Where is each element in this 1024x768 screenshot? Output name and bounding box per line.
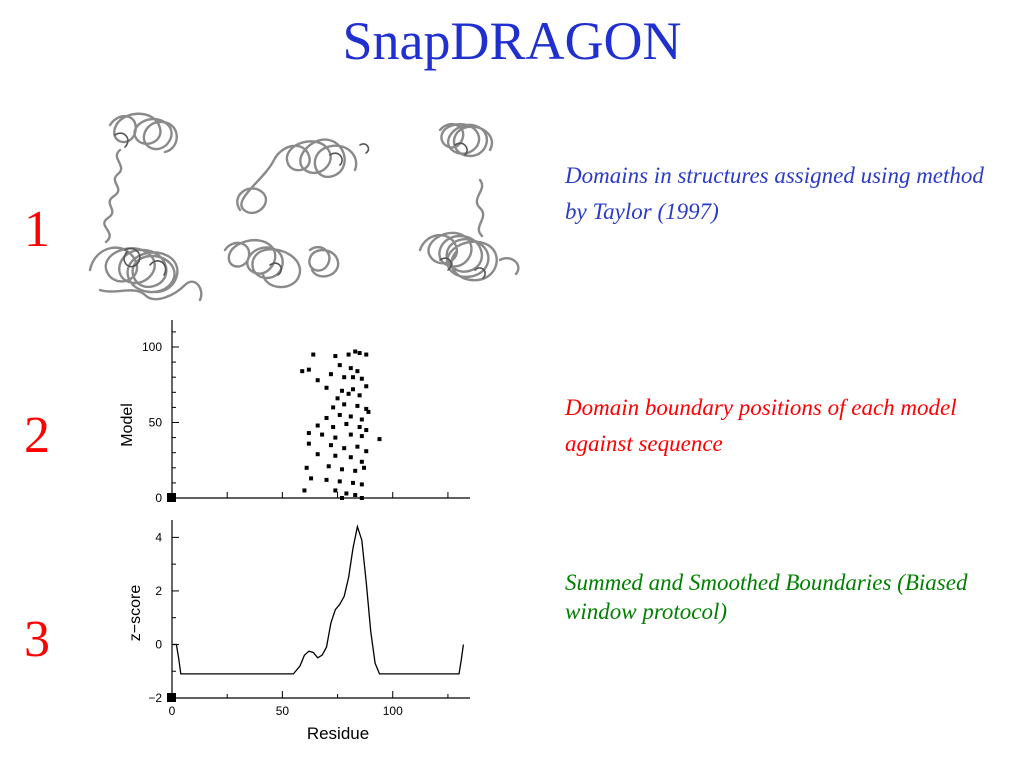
scatter-point — [353, 349, 358, 354]
scatter-point — [337, 412, 342, 417]
scatter-point — [342, 375, 347, 380]
scatter-point — [355, 369, 360, 374]
scatter-point — [348, 414, 353, 419]
scatter-point — [359, 417, 364, 422]
scatter-point — [339, 496, 344, 500]
scatter-point — [364, 406, 369, 411]
panel-number-2: 2 — [24, 407, 50, 464]
scatter-point — [359, 482, 364, 487]
scatter-point — [315, 378, 320, 383]
scatter-point — [362, 465, 367, 470]
scatter-point — [309, 476, 314, 481]
scatter-point — [333, 488, 338, 493]
protein-structures-image — [88, 112, 520, 302]
scatter-point — [333, 435, 338, 440]
scatter-point — [315, 423, 320, 428]
line-y-tick-label: 4 — [155, 530, 162, 544]
panel-number-1: 1 — [24, 201, 50, 258]
scatter-point — [302, 488, 307, 493]
scatter-point — [328, 372, 333, 377]
scatter-point — [346, 352, 351, 357]
scatter-point — [355, 403, 360, 408]
scatter-point — [306, 367, 311, 372]
zscore-series-line — [172, 524, 465, 675]
line-x-tick-label: 50 — [276, 704, 290, 718]
scatter-point — [344, 422, 349, 427]
scatter-point — [366, 409, 371, 414]
zscore-line-chart: z−score Residue −2 0 2 4 0 50 100 — [127, 520, 470, 743]
scatter-point — [357, 425, 362, 430]
scatter-point — [342, 402, 347, 407]
scatter-point — [326, 464, 331, 469]
scatter-point — [351, 387, 356, 392]
scatter-point — [359, 496, 364, 500]
line-x-tick-label: 100 — [383, 704, 403, 718]
scatter-point — [333, 453, 338, 458]
boundary-scatter-chart: Model 0 50 100 — [119, 320, 470, 505]
scatter-point — [324, 477, 329, 482]
scatter-point — [315, 452, 320, 457]
scatter-point — [364, 352, 369, 357]
line-y-tick-label: −2 — [148, 691, 162, 705]
scatter-point — [300, 369, 305, 374]
scatter-y-tick-label: 50 — [149, 416, 163, 430]
scatter-point — [304, 465, 309, 470]
scatter-point — [357, 393, 362, 398]
scatter-point — [333, 354, 338, 359]
scatter-point — [348, 366, 353, 371]
scatter-point — [344, 491, 349, 496]
scatter-point — [331, 405, 336, 410]
caption-boundaries: Domain boundary positions of each model … — [565, 395, 957, 456]
scatter-point — [353, 492, 358, 497]
scatter-point — [364, 428, 369, 433]
slide-title: SnapDRAGON — [342, 11, 682, 71]
scatter-point — [357, 351, 362, 356]
scatter-point — [324, 385, 329, 390]
scatter-point — [359, 376, 364, 381]
line-xlabel: Residue — [307, 724, 369, 743]
scatter-point — [346, 391, 351, 396]
scatter-point — [351, 480, 356, 485]
scatter-point — [342, 446, 347, 451]
scatter-point — [306, 431, 311, 436]
line-ylabel: z−score — [127, 585, 144, 642]
scatter-point — [359, 434, 364, 439]
scatter-point — [377, 437, 382, 442]
line-y-tick-label: 0 — [155, 637, 162, 651]
scatter-point — [353, 468, 358, 473]
scatter-point — [359, 459, 364, 464]
scatter-point — [339, 467, 344, 472]
scatter-point — [324, 415, 329, 420]
scatter-point — [351, 375, 356, 380]
scatter-point — [339, 388, 344, 393]
scatter-point — [328, 443, 333, 448]
line-y-tick-label: 2 — [155, 584, 162, 598]
caption-structures: Domains in structures assigned using met… — [565, 163, 984, 224]
caption-smoothed: Summed and Smoothed Boundaries (Biased w… — [565, 570, 968, 624]
line-x-tick-label: 0 — [169, 704, 176, 718]
scatter-point — [331, 425, 336, 430]
scatter-point — [348, 455, 353, 460]
scatter-point — [364, 449, 369, 454]
panel-number-3: 3 — [24, 611, 50, 668]
scatter-y-tick-label: 100 — [142, 340, 162, 354]
scatter-point — [337, 479, 342, 484]
scatter-point — [306, 441, 311, 446]
scatter-point — [320, 432, 325, 437]
scatter-point — [348, 432, 353, 437]
scatter-point — [355, 444, 360, 449]
scatter-y-tick-label: 0 — [155, 491, 162, 505]
scatter-ylabel: Model — [119, 403, 136, 447]
scatter-point — [337, 363, 342, 368]
scatter-point — [335, 396, 340, 401]
scatter-point — [364, 384, 369, 389]
scatter-point — [311, 352, 316, 357]
